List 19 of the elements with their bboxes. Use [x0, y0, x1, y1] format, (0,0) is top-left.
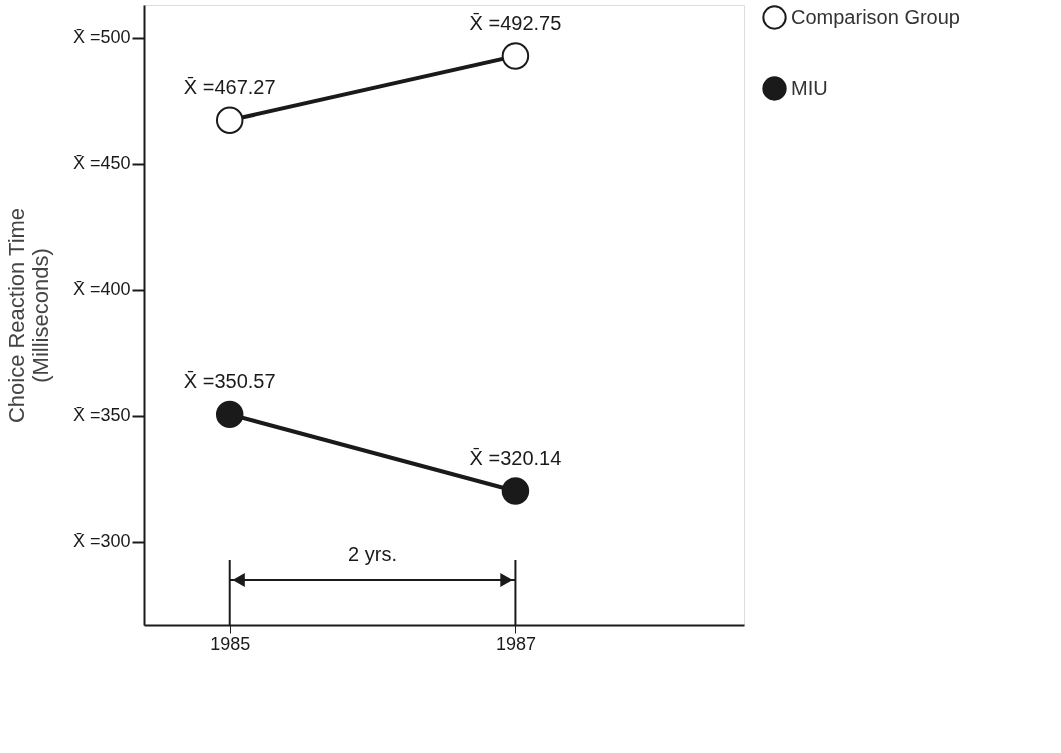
data-label: X̄ =320.14: [469, 447, 562, 470]
y-tick-label: X̄ =350: [72, 405, 131, 426]
point: [215, 106, 244, 134]
data-label: X̄ =350.57: [183, 370, 276, 393]
y-tick-label: X̄ =450: [72, 153, 131, 174]
y-tick-label: X̄ =500: [72, 27, 131, 48]
data-label: X̄ =467.27: [183, 76, 276, 99]
point: [501, 477, 530, 505]
y-axis-title: Choice Reaction Time (Milliseconds): [3, 207, 53, 424]
point: [215, 400, 244, 429]
x-tick-label: 1985: [210, 633, 251, 654]
x-tick-label: 1987: [495, 633, 536, 654]
data-label: X̄ =492.75: [469, 12, 562, 35]
annotation: 2 yrs.: [348, 543, 398, 565]
y-tick-label: X̄ =300: [72, 531, 131, 552]
legend-label: MIU: [791, 76, 828, 99]
y-tick-label: X̄ =400: [72, 279, 131, 300]
legend-label: Comparison Group: [791, 5, 960, 28]
point: [501, 42, 530, 70]
